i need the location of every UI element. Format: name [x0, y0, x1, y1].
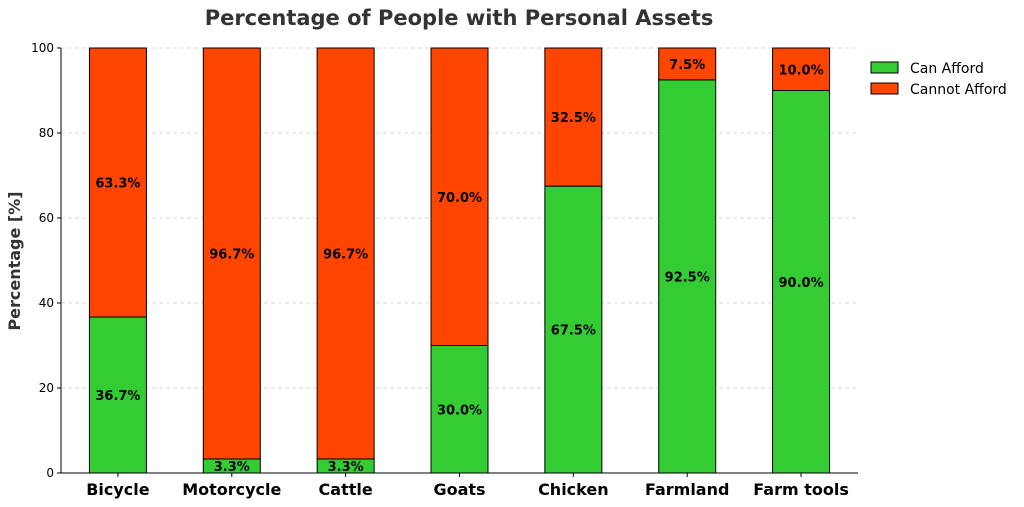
legend-label: Can Afford: [910, 61, 984, 77]
data-label: 92.5%: [665, 270, 710, 285]
bar-cannot-afford: [658, 47, 717, 81]
legend-label: Cannot Afford: [910, 82, 1007, 98]
bar-cannot-afford: [88, 47, 147, 318]
data-label: 67.5%: [551, 324, 596, 339]
bars: [88, 47, 831, 474]
bar-can-afford: [772, 90, 831, 474]
data-label: 32.5%: [551, 111, 596, 126]
bar-can-afford: [430, 345, 489, 474]
bar-cannot-afford: [544, 47, 603, 187]
y-tick-label: 40: [39, 296, 54, 310]
bar-cannot-afford: [772, 47, 831, 91]
data-label: 3.3%: [214, 460, 250, 475]
y-tick-label: 0: [46, 466, 54, 480]
x-tick-label: Bicycle: [86, 480, 150, 499]
bar-can-afford: [88, 316, 147, 474]
x-tick-label: Cattle: [319, 480, 373, 499]
x-tick-label: Farm tools: [753, 480, 849, 499]
x-tick-label: Chicken: [538, 480, 609, 499]
y-tick-label: 80: [39, 126, 54, 140]
data-label: 30.0%: [437, 403, 482, 418]
legend: Can Afford Cannot Afford: [870, 61, 1007, 98]
bar-cannot-afford: [202, 47, 261, 460]
data-label: 36.7%: [95, 389, 140, 404]
y-tick-label: 60: [39, 211, 54, 225]
chart-title: Percentage of People with Personal Asset…: [205, 6, 714, 30]
data-label: 63.3%: [95, 177, 140, 192]
x-tick-label: Farmland: [645, 480, 729, 499]
x-tick-label: Motorcycle: [182, 480, 281, 499]
bar-cannot-afford: [316, 47, 375, 460]
data-label: 3.3%: [328, 460, 364, 475]
data-label: 70.0%: [437, 191, 482, 206]
x-tick-label: Goats: [433, 480, 485, 499]
data-label: 10.0%: [779, 63, 824, 78]
y-axis-label: Percentage [%]: [5, 191, 24, 330]
data-label: 96.7%: [209, 247, 254, 262]
data-label: 90.0%: [779, 276, 824, 291]
axes: 0 20 40 60 80 100 Bicycle Motorcycle Cattle Goats…: [31, 41, 858, 499]
y-tick-label: 100: [31, 41, 54, 55]
data-labels: 36.7% 63.3% 3.3% 96.7% 3.3% 96.7% 30.0% 70.0% 67…: [95, 58, 823, 475]
data-label: 7.5%: [669, 58, 705, 73]
bar-can-afford: [544, 185, 603, 474]
data-label: 96.7%: [323, 247, 368, 262]
legend-swatch: [870, 82, 899, 95]
y-tick-label: 20: [39, 381, 54, 395]
bar-cannot-afford: [430, 47, 489, 346]
legend-swatch: [870, 61, 899, 74]
